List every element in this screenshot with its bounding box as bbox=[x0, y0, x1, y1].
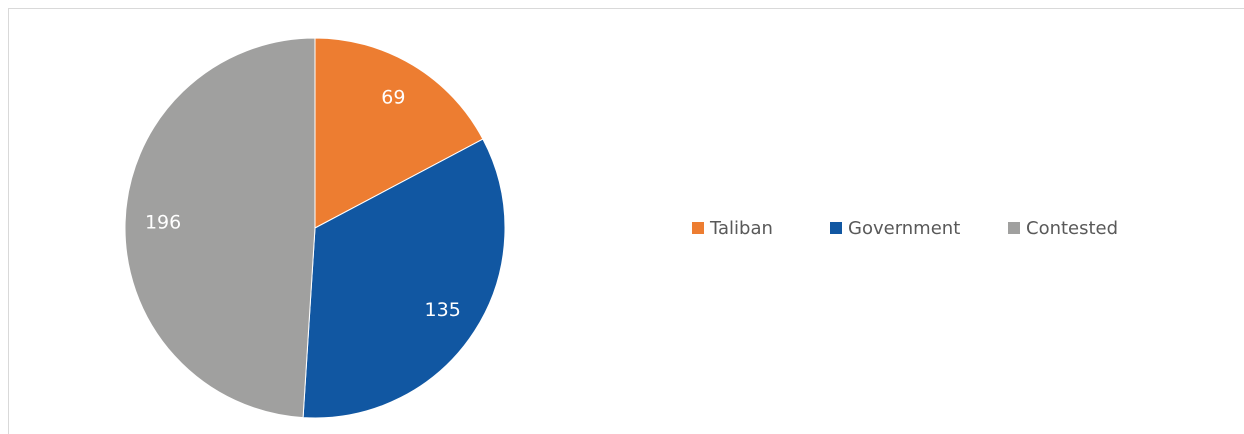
data-label: 69 bbox=[381, 86, 405, 108]
chart-frame bbox=[8, 8, 1244, 434]
legend-label: Taliban bbox=[709, 218, 773, 239]
pie-slice bbox=[302, 138, 506, 419]
legend-swatch bbox=[692, 222, 704, 234]
data-label: 196 bbox=[145, 212, 181, 234]
legend-swatch bbox=[830, 222, 842, 234]
legend-swatch bbox=[1008, 222, 1020, 234]
pie-slice bbox=[314, 37, 484, 229]
pie-slice bbox=[124, 37, 316, 419]
data-label: 135 bbox=[425, 299, 461, 321]
legend-label: Government bbox=[848, 218, 960, 239]
legend-label: Contested bbox=[1026, 218, 1118, 239]
